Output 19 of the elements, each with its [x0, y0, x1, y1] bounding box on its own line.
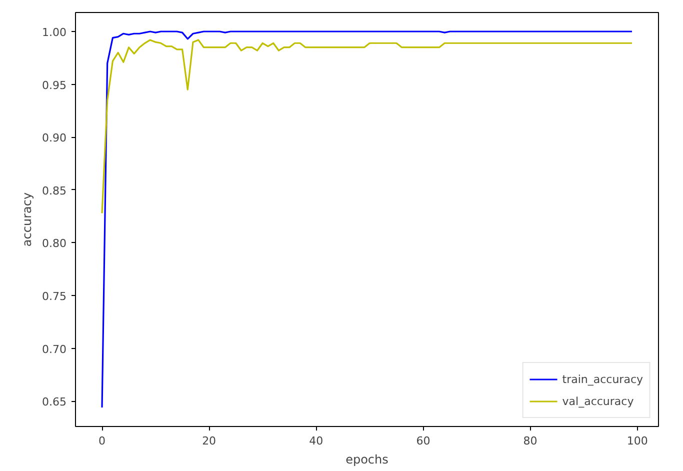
x-tick-label: 100: [626, 434, 648, 448]
y-tick-label: 0.95: [42, 78, 67, 92]
y-tick-label: 0.65: [42, 396, 67, 409]
legend-label: train_accuracy: [562, 372, 643, 386]
x-tick-label: 80: [523, 434, 538, 448]
y-tick-label: 0.80: [42, 237, 67, 250]
y-tick-label: 0.75: [42, 290, 67, 304]
y-tick-label: 1.00: [42, 26, 67, 40]
x-tick-label: 60: [416, 434, 430, 448]
x-tick-label: 20: [202, 434, 216, 448]
line-series: [101, 39, 633, 214]
legend-label: val_accuracy: [562, 394, 634, 408]
y-tick-label: 0.85: [42, 184, 67, 198]
y-tick-label: 0.70: [42, 342, 67, 356]
x-tick-label: 0: [98, 434, 106, 448]
y-tick-label: 0.90: [42, 132, 67, 145]
y-axis-title: accuracy: [20, 192, 34, 247]
x-tick-label: 40: [309, 434, 324, 448]
x-axis-title: epochs: [346, 452, 388, 466]
